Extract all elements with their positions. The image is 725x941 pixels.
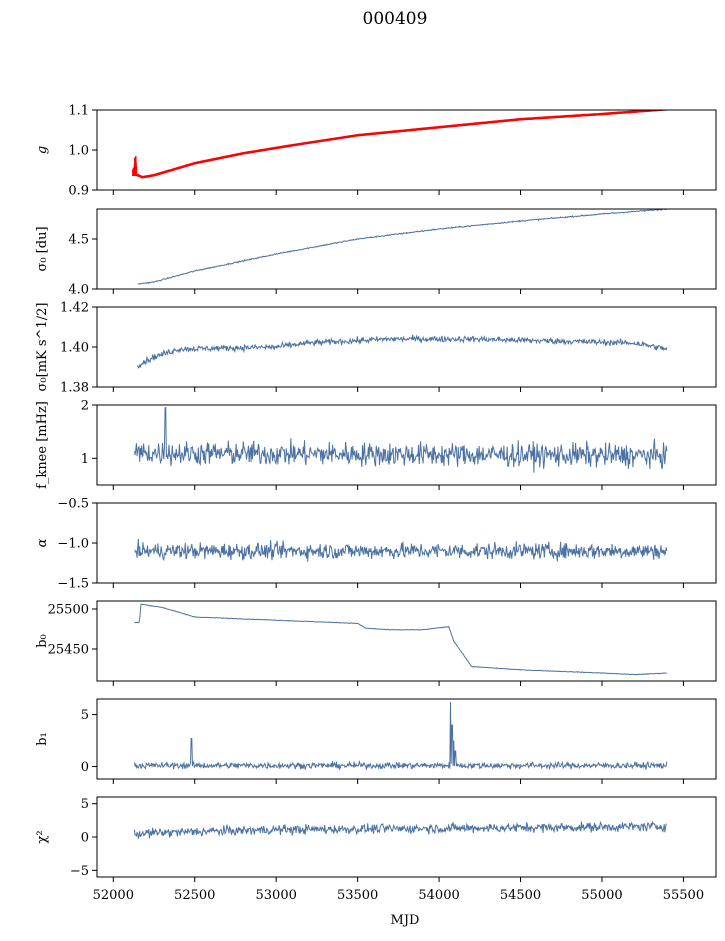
y-tick-label-b1: 5 (81, 708, 89, 723)
y-tick-label-sigma0_mk: 1.38 (60, 381, 89, 396)
panel-frame-chi2 (96, 796, 717, 878)
x-tick-label: 53000 (256, 888, 297, 903)
panel-frame-g (96, 109, 717, 191)
series-line-sigma0_du (137, 209, 668, 285)
y-tick-label-b0: 25450 (48, 643, 89, 658)
chart-title: 000409 (363, 9, 428, 29)
fit-line-g (132, 110, 668, 179)
x-tick-label: 52500 (174, 888, 215, 903)
y-tick-label-sigma0_mk: 1.40 (60, 341, 89, 356)
panel-alpha: −0.5 −1.0 −1.5 α (35, 497, 717, 592)
y-tick-label-sigma0_du: 4.5 (68, 233, 89, 248)
x-axis-label: MJD (391, 913, 420, 928)
panel-f_knee: 2 1 f_knee [mHz] (35, 399, 717, 490)
fit-transient-g (132, 156, 138, 176)
panel-chi2: 5 0 −5 52000 52500 53000 53500 54000 54500 55000 5… (35, 796, 717, 903)
y-axis-label-b1: b₁ (35, 732, 50, 746)
y-tick-label-chi2: 5 (81, 797, 89, 812)
y-tick-label-g: 1.0 (68, 144, 89, 159)
y-tick-label-f_knee: 2 (81, 399, 89, 414)
series-line-b0 (134, 603, 667, 676)
y-tick-label-chi2: −5 (70, 864, 89, 879)
y-axis-label-alpha: α (35, 538, 50, 547)
x-tick-label: 55500 (663, 888, 704, 903)
y-tick-label-f_knee: 1 (81, 452, 89, 467)
panel-frame-sigma0_du (96, 208, 717, 290)
panel-frame-alpha (96, 502, 717, 584)
y-axis-label-f_knee: f_knee [mHz] (35, 401, 50, 489)
panel-frame-sigma0_mk (96, 306, 717, 388)
x-tick-label: 55000 (581, 888, 622, 903)
y-tick-label-alpha: −1.5 (57, 577, 89, 592)
y-tick-label-alpha: −0.5 (57, 497, 89, 512)
y-tick-label-chi2: 0 (81, 831, 89, 846)
y-tick-label-alpha: −1.0 (57, 537, 89, 552)
y-axis-label-b0: b₀ (35, 634, 50, 648)
panel-frame-f_knee (96, 404, 717, 486)
series-line-b1 (133, 702, 668, 771)
y-tick-label-b0: 25500 (48, 603, 89, 618)
x-tick-label: 54500 (500, 888, 541, 903)
panel-g: 1.1 1.0 0.9 g (35, 104, 717, 199)
series-line-g (132, 110, 668, 179)
panel-frame-b1 (96, 698, 717, 780)
panels: 1.1 1.0 0.9 g 4.5 4.0 σ₀ [du] 1.42 1.40 1.38 σ₀[mK… (35, 104, 717, 903)
panel-sigma0_mk: 1.42 1.40 1.38 σ₀[mK s^1/2] (35, 301, 717, 396)
y-tick-label-sigma0_du: 4.0 (68, 283, 89, 298)
panel-frame-b0 (96, 600, 717, 682)
series-line-f_knee (133, 407, 668, 473)
x-tick-label: 54000 (418, 888, 459, 903)
y-axis-label-chi2: χ² (35, 830, 50, 843)
panel-b1: 5 0 b₁ (35, 698, 717, 784)
y-tick-label-g: 0.9 (68, 184, 89, 199)
x-tick-label: 53500 (337, 888, 378, 903)
y-axis-label-g: g (35, 146, 50, 154)
y-axis-label-sigma0_du: σ₀ [du] (35, 226, 50, 271)
x-tick-label: 52000 (93, 888, 134, 903)
y-tick-label-g: 1.1 (68, 104, 89, 119)
y-axis-label-sigma0_mk: σ₀[mK s^1/2] (35, 303, 50, 392)
series-line-sigma0_mk (137, 334, 668, 369)
y-tick-label-sigma0_mk: 1.42 (60, 301, 89, 316)
series-line-chi2 (133, 820, 667, 839)
y-tick-label-b1: 0 (81, 760, 89, 775)
panel-sigma0_du: 4.5 4.0 σ₀ [du] (35, 208, 717, 298)
series-line-alpha (134, 538, 668, 562)
